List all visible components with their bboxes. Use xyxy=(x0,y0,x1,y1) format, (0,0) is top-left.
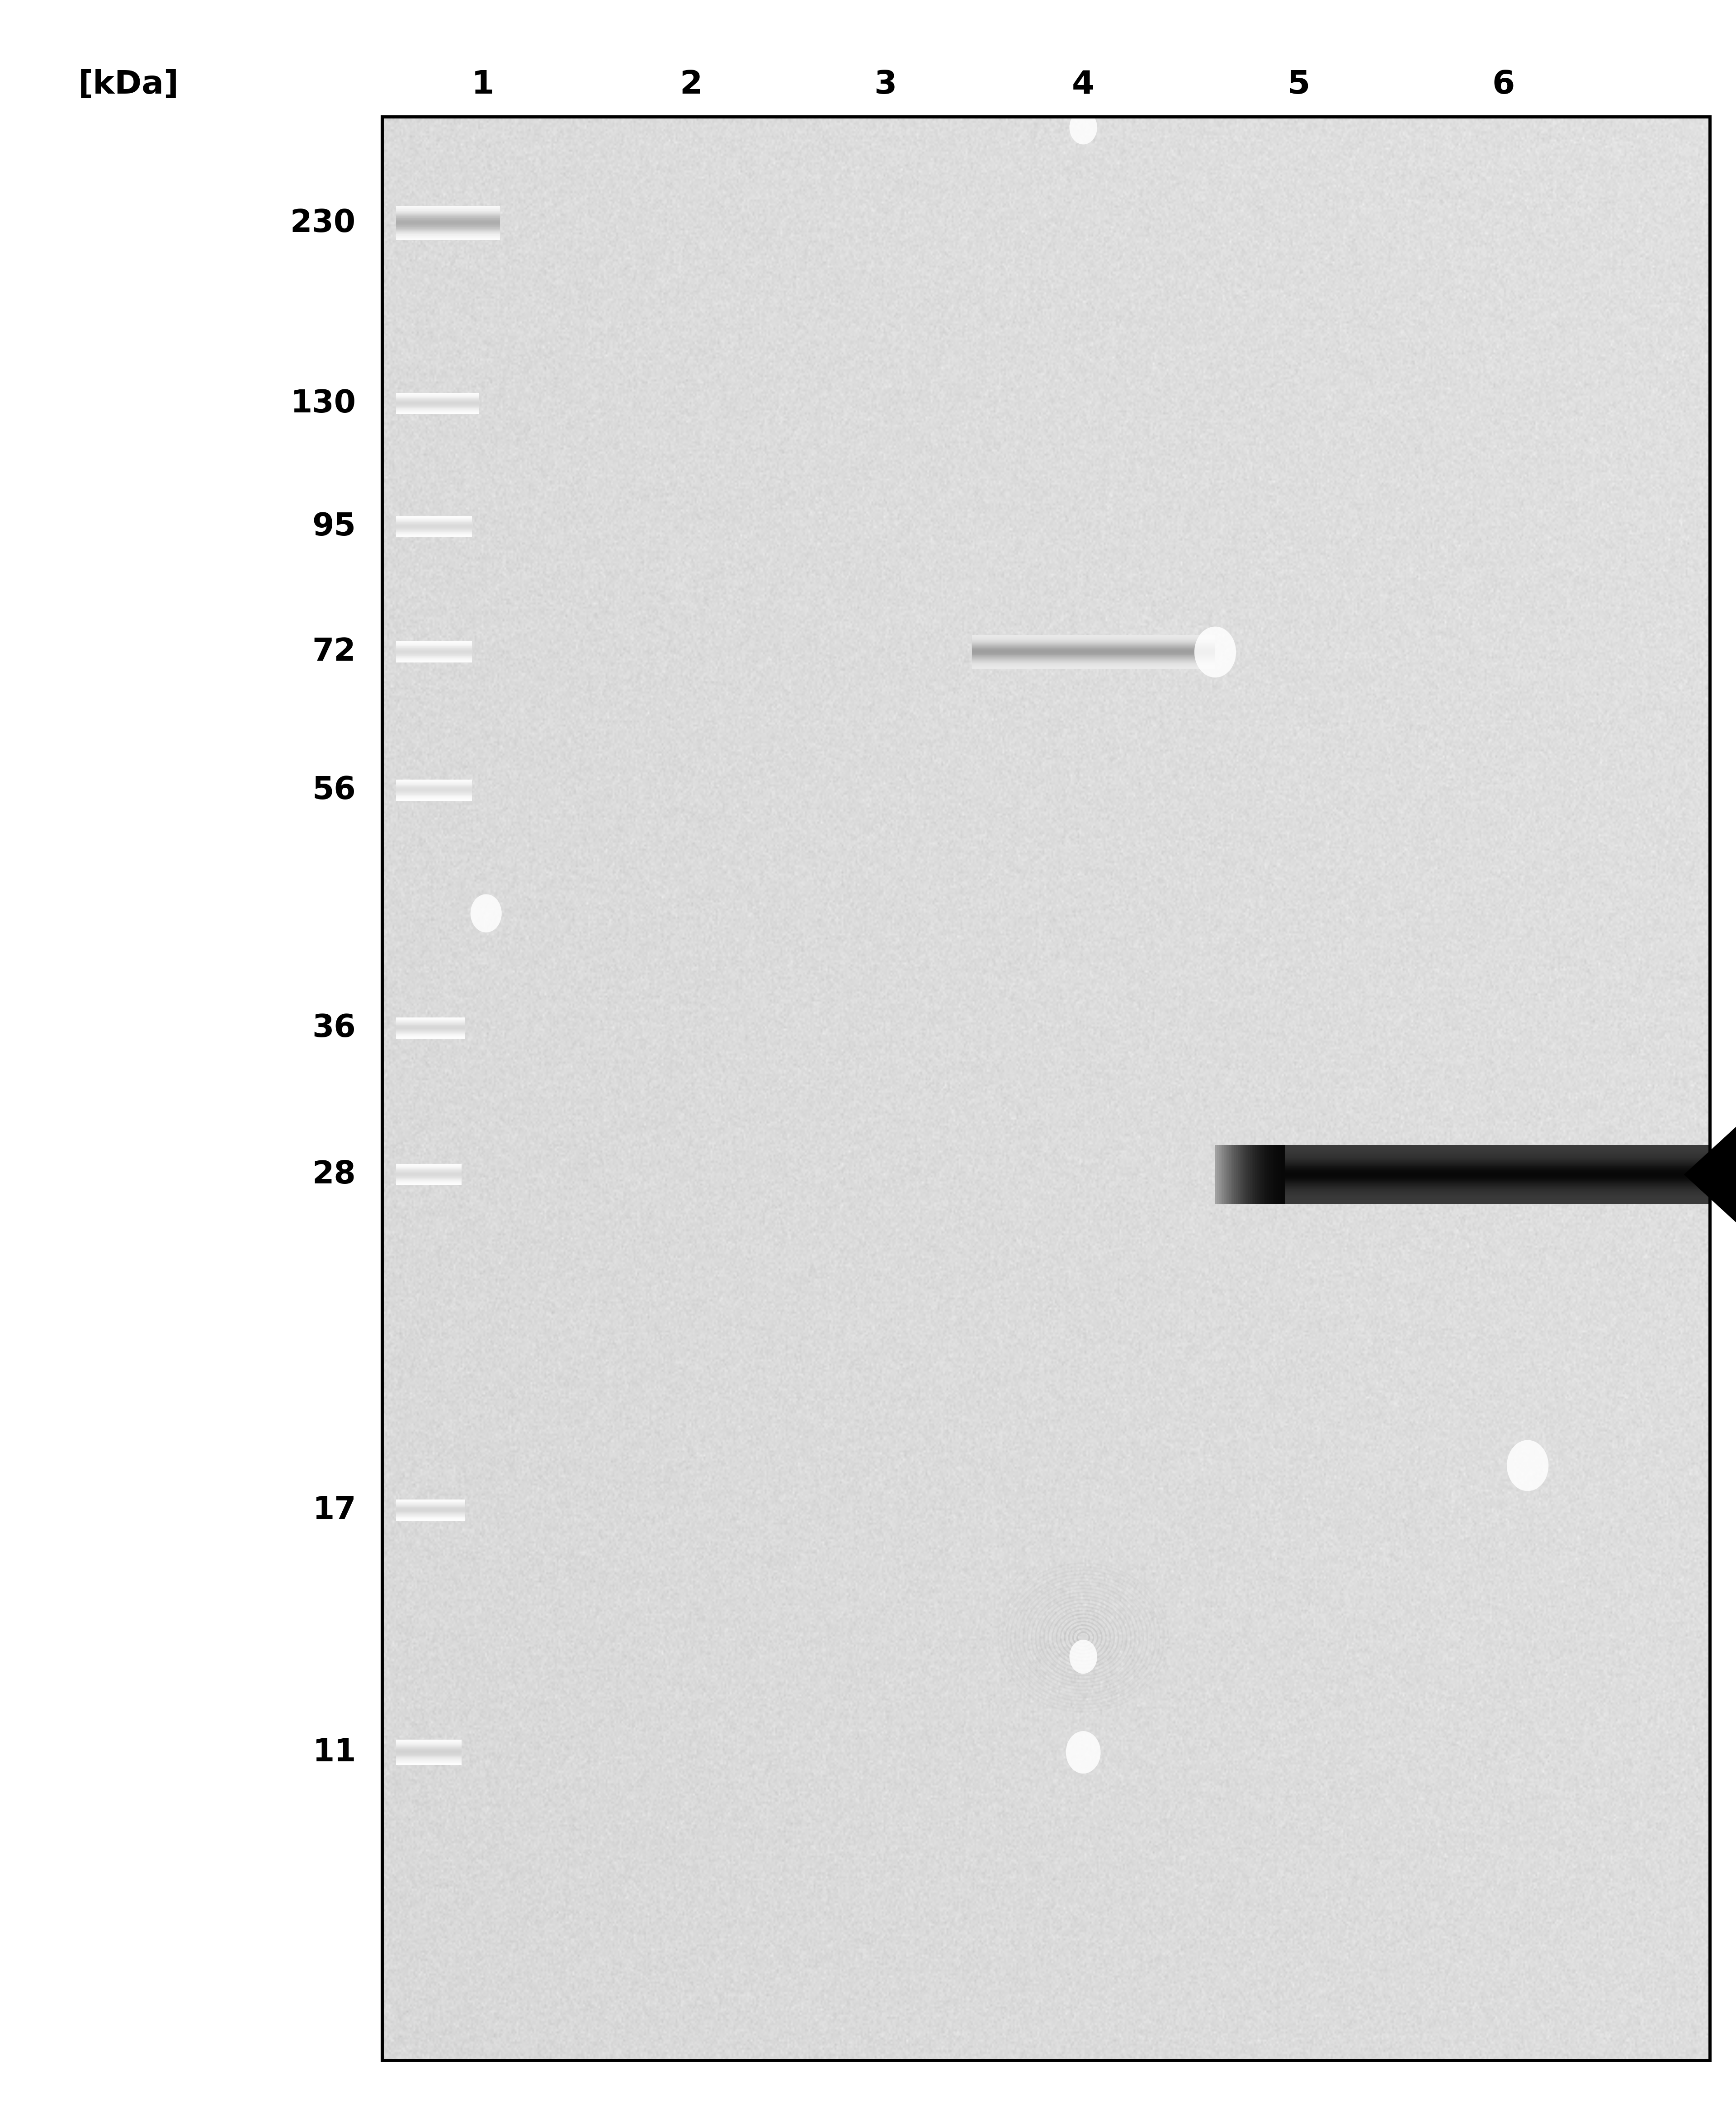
Bar xyxy=(1241,1145,1243,1204)
Bar xyxy=(1259,1145,1260,1204)
Text: 17: 17 xyxy=(312,1495,356,1525)
Text: 28: 28 xyxy=(312,1160,356,1189)
Text: 5: 5 xyxy=(1286,70,1311,100)
Text: 1: 1 xyxy=(470,70,495,100)
Text: 130: 130 xyxy=(290,389,356,418)
Bar xyxy=(1266,1145,1267,1204)
Bar xyxy=(1215,1145,1217,1204)
Bar xyxy=(1224,1145,1226,1204)
Circle shape xyxy=(1507,1440,1549,1491)
Text: 230: 230 xyxy=(290,208,356,238)
Text: 4: 4 xyxy=(1071,70,1095,100)
Bar xyxy=(1236,1145,1238,1204)
Bar xyxy=(1219,1145,1220,1204)
Bar xyxy=(1226,1145,1227,1204)
Bar xyxy=(1281,1145,1283,1204)
Text: 95: 95 xyxy=(312,512,356,542)
Bar xyxy=(1243,1145,1245,1204)
Bar xyxy=(1260,1145,1262,1204)
Circle shape xyxy=(1069,110,1097,144)
Bar xyxy=(1227,1145,1229,1204)
Bar xyxy=(1283,1145,1285,1204)
Text: 72: 72 xyxy=(312,637,356,667)
Bar xyxy=(1246,1145,1248,1204)
Bar xyxy=(1222,1145,1224,1204)
Bar xyxy=(1267,1145,1269,1204)
Bar xyxy=(1220,1145,1222,1204)
Text: 56: 56 xyxy=(312,775,356,805)
Bar xyxy=(1217,1145,1219,1204)
Bar xyxy=(1250,1145,1252,1204)
Bar xyxy=(1269,1145,1271,1204)
Bar xyxy=(1240,1145,1241,1204)
Text: 3: 3 xyxy=(873,70,898,100)
Bar xyxy=(1257,1145,1259,1204)
Circle shape xyxy=(1194,627,1236,678)
Bar xyxy=(1278,1145,1279,1204)
Bar xyxy=(382,117,1710,2060)
Bar xyxy=(1274,1145,1276,1204)
Bar xyxy=(1234,1145,1236,1204)
Text: [kDa]: [kDa] xyxy=(78,70,179,100)
Bar xyxy=(1252,1145,1253,1204)
Bar xyxy=(1272,1145,1274,1204)
Bar xyxy=(1279,1145,1281,1204)
Bar xyxy=(1276,1145,1278,1204)
Bar xyxy=(1271,1145,1272,1204)
Bar xyxy=(1255,1145,1257,1204)
Circle shape xyxy=(470,894,502,932)
Bar xyxy=(1245,1145,1246,1204)
Text: 36: 36 xyxy=(312,1013,356,1043)
Bar xyxy=(1248,1145,1250,1204)
Circle shape xyxy=(1069,1640,1097,1674)
Polygon shape xyxy=(1684,1111,1736,1238)
Bar xyxy=(1231,1145,1233,1204)
Text: 6: 6 xyxy=(1491,70,1516,100)
Bar xyxy=(1233,1145,1234,1204)
Bar xyxy=(1262,1145,1264,1204)
Text: 11: 11 xyxy=(312,1737,356,1767)
Text: 2: 2 xyxy=(679,70,703,100)
Circle shape xyxy=(1066,1731,1101,1774)
Bar xyxy=(1229,1145,1231,1204)
Bar xyxy=(1238,1145,1240,1204)
Bar xyxy=(1253,1145,1255,1204)
Bar xyxy=(1264,1145,1266,1204)
